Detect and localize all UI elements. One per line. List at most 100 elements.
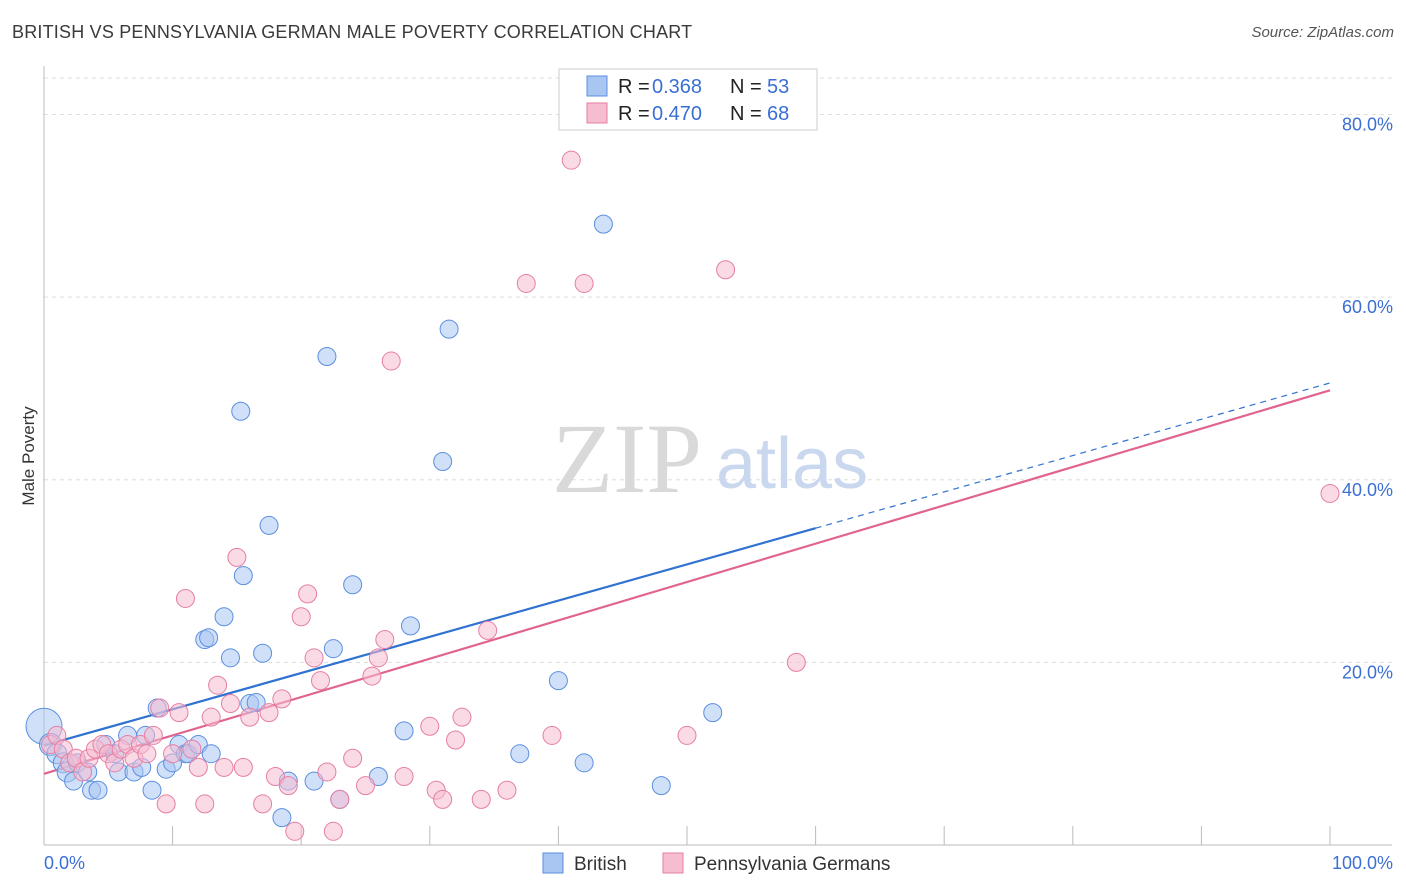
- point-pa-german-66: [786, 652, 806, 672]
- legend-r-value-british: 0.368: [652, 76, 702, 98]
- point-pa-german-27: [214, 757, 234, 777]
- point-british-25: [201, 744, 221, 764]
- point-pa-german-34: [265, 767, 285, 787]
- point-pa-german-16: [143, 725, 163, 745]
- bottom-legend: British Pennsylvania Germans: [542, 852, 890, 875]
- y-tick-label-2: 60.0%: [1342, 297, 1393, 317]
- point-pa-german-59: [497, 780, 517, 800]
- point-pa-german-41: [310, 671, 330, 691]
- point-british-36: [272, 808, 292, 828]
- y-tick-labels: 20.0% 40.0% 60.0% 80.0%: [1342, 115, 1393, 683]
- point-pa-german-19: [163, 744, 183, 764]
- point-pa-german-20: [169, 703, 189, 723]
- point-pa-german-22: [182, 739, 202, 759]
- point-british-42: [343, 575, 363, 595]
- point-pa-german-31: [240, 707, 260, 727]
- point-british-53: [703, 703, 723, 723]
- watermark-atlas: atlas: [716, 424, 868, 504]
- legend-n-label-british: N =: [730, 76, 762, 98]
- y-tick-label-3: 80.0%: [1342, 115, 1393, 135]
- bottom-legend-label-british: British: [574, 854, 627, 875]
- point-british-49: [548, 671, 568, 691]
- point-pa-german-35: [272, 689, 292, 709]
- point-british-9: [88, 780, 108, 800]
- point-pa-german-46: [356, 776, 375, 796]
- point-pa-german-24: [195, 794, 215, 814]
- point-pa-german-42: [317, 762, 337, 782]
- point-british-28: [214, 607, 234, 627]
- point-british-39: [317, 346, 337, 366]
- point-british-45: [401, 616, 421, 636]
- legend-r-label-british: R =: [618, 76, 650, 98]
- point-pa-german-33: [259, 703, 279, 723]
- top-legend: R = 0.368 N = 53 R = 0.470 N = 68: [558, 68, 818, 131]
- x-tick-labels: 0.0% 100.0%: [44, 853, 1393, 873]
- point-british-40: [323, 639, 343, 659]
- bottom-legend-swatch-pa-german: [662, 852, 684, 874]
- point-pa-german-23: [188, 757, 208, 777]
- y-axis-title: Male Poverty: [19, 406, 38, 506]
- legend-swatch-british: [586, 75, 608, 97]
- point-pa-german-15: [137, 744, 157, 764]
- point-pa-german-54: [433, 789, 453, 809]
- point-british-30: [231, 401, 251, 421]
- point-british-46: [433, 452, 453, 471]
- y-tick-label-0: 20.0%: [1342, 662, 1393, 682]
- point-pa-german-48: [368, 648, 388, 668]
- watermark-zip: ZIP: [552, 403, 702, 514]
- bottom-legend-swatch-british: [542, 852, 564, 874]
- point-pa-german-51: [394, 767, 414, 787]
- point-pa-german-21: [175, 588, 195, 608]
- point-british-27: [199, 628, 219, 648]
- point-pa-german-67: [1320, 483, 1340, 503]
- point-pa-german-43: [323, 821, 343, 841]
- legend-n-value-pa-german: 68: [767, 103, 789, 125]
- point-pa-german-55: [446, 730, 466, 750]
- point-british-38: [304, 771, 324, 791]
- point-pa-german-40: [304, 648, 324, 668]
- point-pa-german-18: [156, 794, 176, 814]
- legend-n-value-british: 53: [767, 76, 789, 98]
- legend-n-label-pa-german: N =: [730, 103, 762, 125]
- x-tick-label-1: 100.0%: [1332, 853, 1393, 873]
- point-british-48: [510, 744, 530, 764]
- point-pa-german-50: [381, 351, 401, 371]
- point-pa-german-17: [150, 698, 170, 718]
- point-pa-german-38: [291, 607, 311, 627]
- chart-title: BRITISH VS PENNSYLVANIA GERMAN MALE POVE…: [12, 22, 693, 42]
- point-pa-german-52: [420, 716, 440, 736]
- point-pa-german-56: [452, 707, 472, 727]
- point-british-51: [593, 214, 613, 234]
- legend-swatch-pa-german: [586, 102, 608, 124]
- data-points: [25, 150, 1340, 841]
- point-pa-german-36: [278, 776, 298, 796]
- point-pa-german-49: [375, 630, 395, 650]
- point-pa-german-63: [574, 273, 594, 293]
- point-pa-german-61: [542, 725, 562, 745]
- point-pa-german-62: [561, 150, 581, 170]
- point-pa-german-58: [478, 620, 498, 640]
- point-british-31: [233, 566, 253, 586]
- point-pa-german-64: [677, 725, 697, 745]
- point-pa-german-28: [220, 693, 240, 713]
- legend-r-label-pa-german: R =: [618, 103, 650, 125]
- point-british-47: [439, 319, 459, 339]
- point-british-29: [220, 648, 240, 668]
- trend-line-british-extension: [815, 382, 1331, 529]
- point-pa-german-26: [208, 675, 228, 695]
- point-pa-german-25: [201, 707, 221, 727]
- point-pa-german-29: [227, 547, 247, 567]
- point-british-35: [259, 515, 279, 535]
- point-pa-german-60: [516, 273, 536, 293]
- y-tick-label-1: 40.0%: [1342, 480, 1393, 500]
- point-pa-german-57: [471, 789, 491, 809]
- point-pa-german-30: [233, 757, 253, 777]
- point-british-43: [368, 767, 388, 787]
- point-pa-german-47: [362, 666, 382, 686]
- point-british-17: [142, 780, 162, 800]
- point-pa-german-32: [253, 794, 273, 814]
- point-pa-german-65: [716, 260, 736, 280]
- bottom-legend-label-pa-german: Pennsylvania Germans: [694, 854, 890, 875]
- x-tick-label-0: 0.0%: [44, 853, 85, 873]
- point-british-34: [253, 643, 273, 663]
